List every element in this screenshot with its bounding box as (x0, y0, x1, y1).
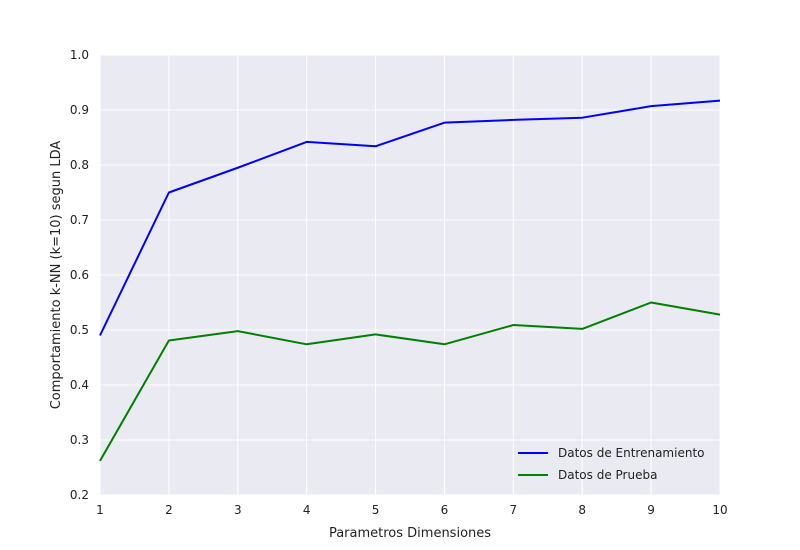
x-tick-label: 1 (96, 503, 104, 517)
x-tick-label: 10 (712, 503, 727, 517)
y-tick-label: 0.7 (70, 213, 89, 227)
y-tick-label: 0.5 (70, 323, 89, 337)
y-tick-label: 0.4 (70, 378, 89, 392)
x-tick-label: 4 (303, 503, 311, 517)
x-tick-label: 3 (234, 503, 242, 517)
y-axis-label: Comportamiento k-NN (k=10) segun LDA (49, 141, 64, 410)
series-line-0 (99, 99, 721, 336)
x-tick-label: 6 (441, 503, 449, 517)
series-line-1 (99, 301, 721, 462)
y-axis-ticks: 0.2 0.3 0.4 0.5 0.6 0.7 0.8 0.9 1.0 (70, 48, 89, 502)
y-tick-label: 0.3 (70, 433, 89, 447)
legend-label-1: Datos de Prueba (558, 468, 657, 482)
y-tick-label: 0.8 (70, 158, 89, 172)
x-tick-label: 9 (647, 503, 655, 517)
x-tick-label: 2 (165, 503, 173, 517)
y-tick-label: 0.2 (70, 488, 89, 502)
legend: Datos de Entrenamiento Datos de Prueba (518, 446, 704, 482)
x-tick-label: 8 (578, 503, 586, 517)
y-tick-label: 0.9 (70, 103, 89, 117)
x-axis-label: Parametros Dimensiones (329, 526, 491, 541)
y-tick-label: 1.0 (70, 48, 89, 62)
x-axis-ticks: 1 2 3 4 5 6 7 8 9 10 (96, 503, 727, 517)
x-tick-label: 7 (510, 503, 518, 517)
series-layer (99, 99, 721, 462)
y-tick-label: 0.6 (70, 268, 89, 282)
x-tick-label: 5 (372, 503, 380, 517)
legend-label-0: Datos de Entrenamiento (558, 446, 704, 460)
grid-lines (99, 54, 721, 496)
